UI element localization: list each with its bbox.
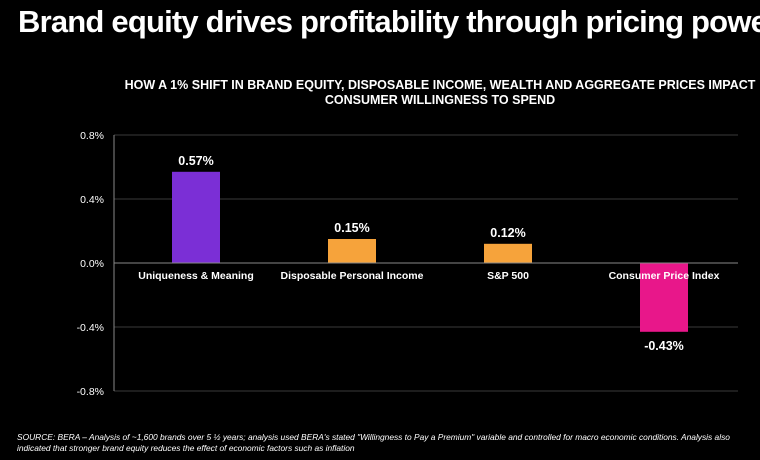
y-tick-label: -0.4% (77, 322, 104, 334)
data-label: 0.57% (178, 154, 213, 168)
y-tick-label: 0.8% (80, 130, 104, 142)
data-label: -0.43% (644, 339, 684, 353)
bar (172, 171, 220, 263)
data-label: 0.12% (490, 226, 525, 240)
source-note: SOURCE: BERA – Analysis of ~1,600 brands… (17, 432, 730, 453)
chart-title: HOW A 1% SHIFT IN BRAND EQUITY, DISPOSAB… (124, 78, 756, 107)
x-tick-label: Uniqueness & Meaning (138, 270, 254, 282)
y-tick-label: 0.0% (80, 258, 104, 270)
bar (484, 243, 532, 263)
x-tick-label: S&P 500 (487, 270, 529, 282)
bar (640, 263, 688, 332)
y-tick-label: -0.8% (77, 386, 104, 398)
y-tick-label: 0.4% (80, 194, 104, 206)
page-title: Brand equity drives profitability throug… (18, 4, 760, 39)
x-tick-label: Disposable Personal Income (281, 270, 424, 282)
bar (328, 239, 376, 263)
data-label: 0.15% (334, 221, 369, 235)
x-tick-label: Consumer Price Index (609, 270, 720, 282)
